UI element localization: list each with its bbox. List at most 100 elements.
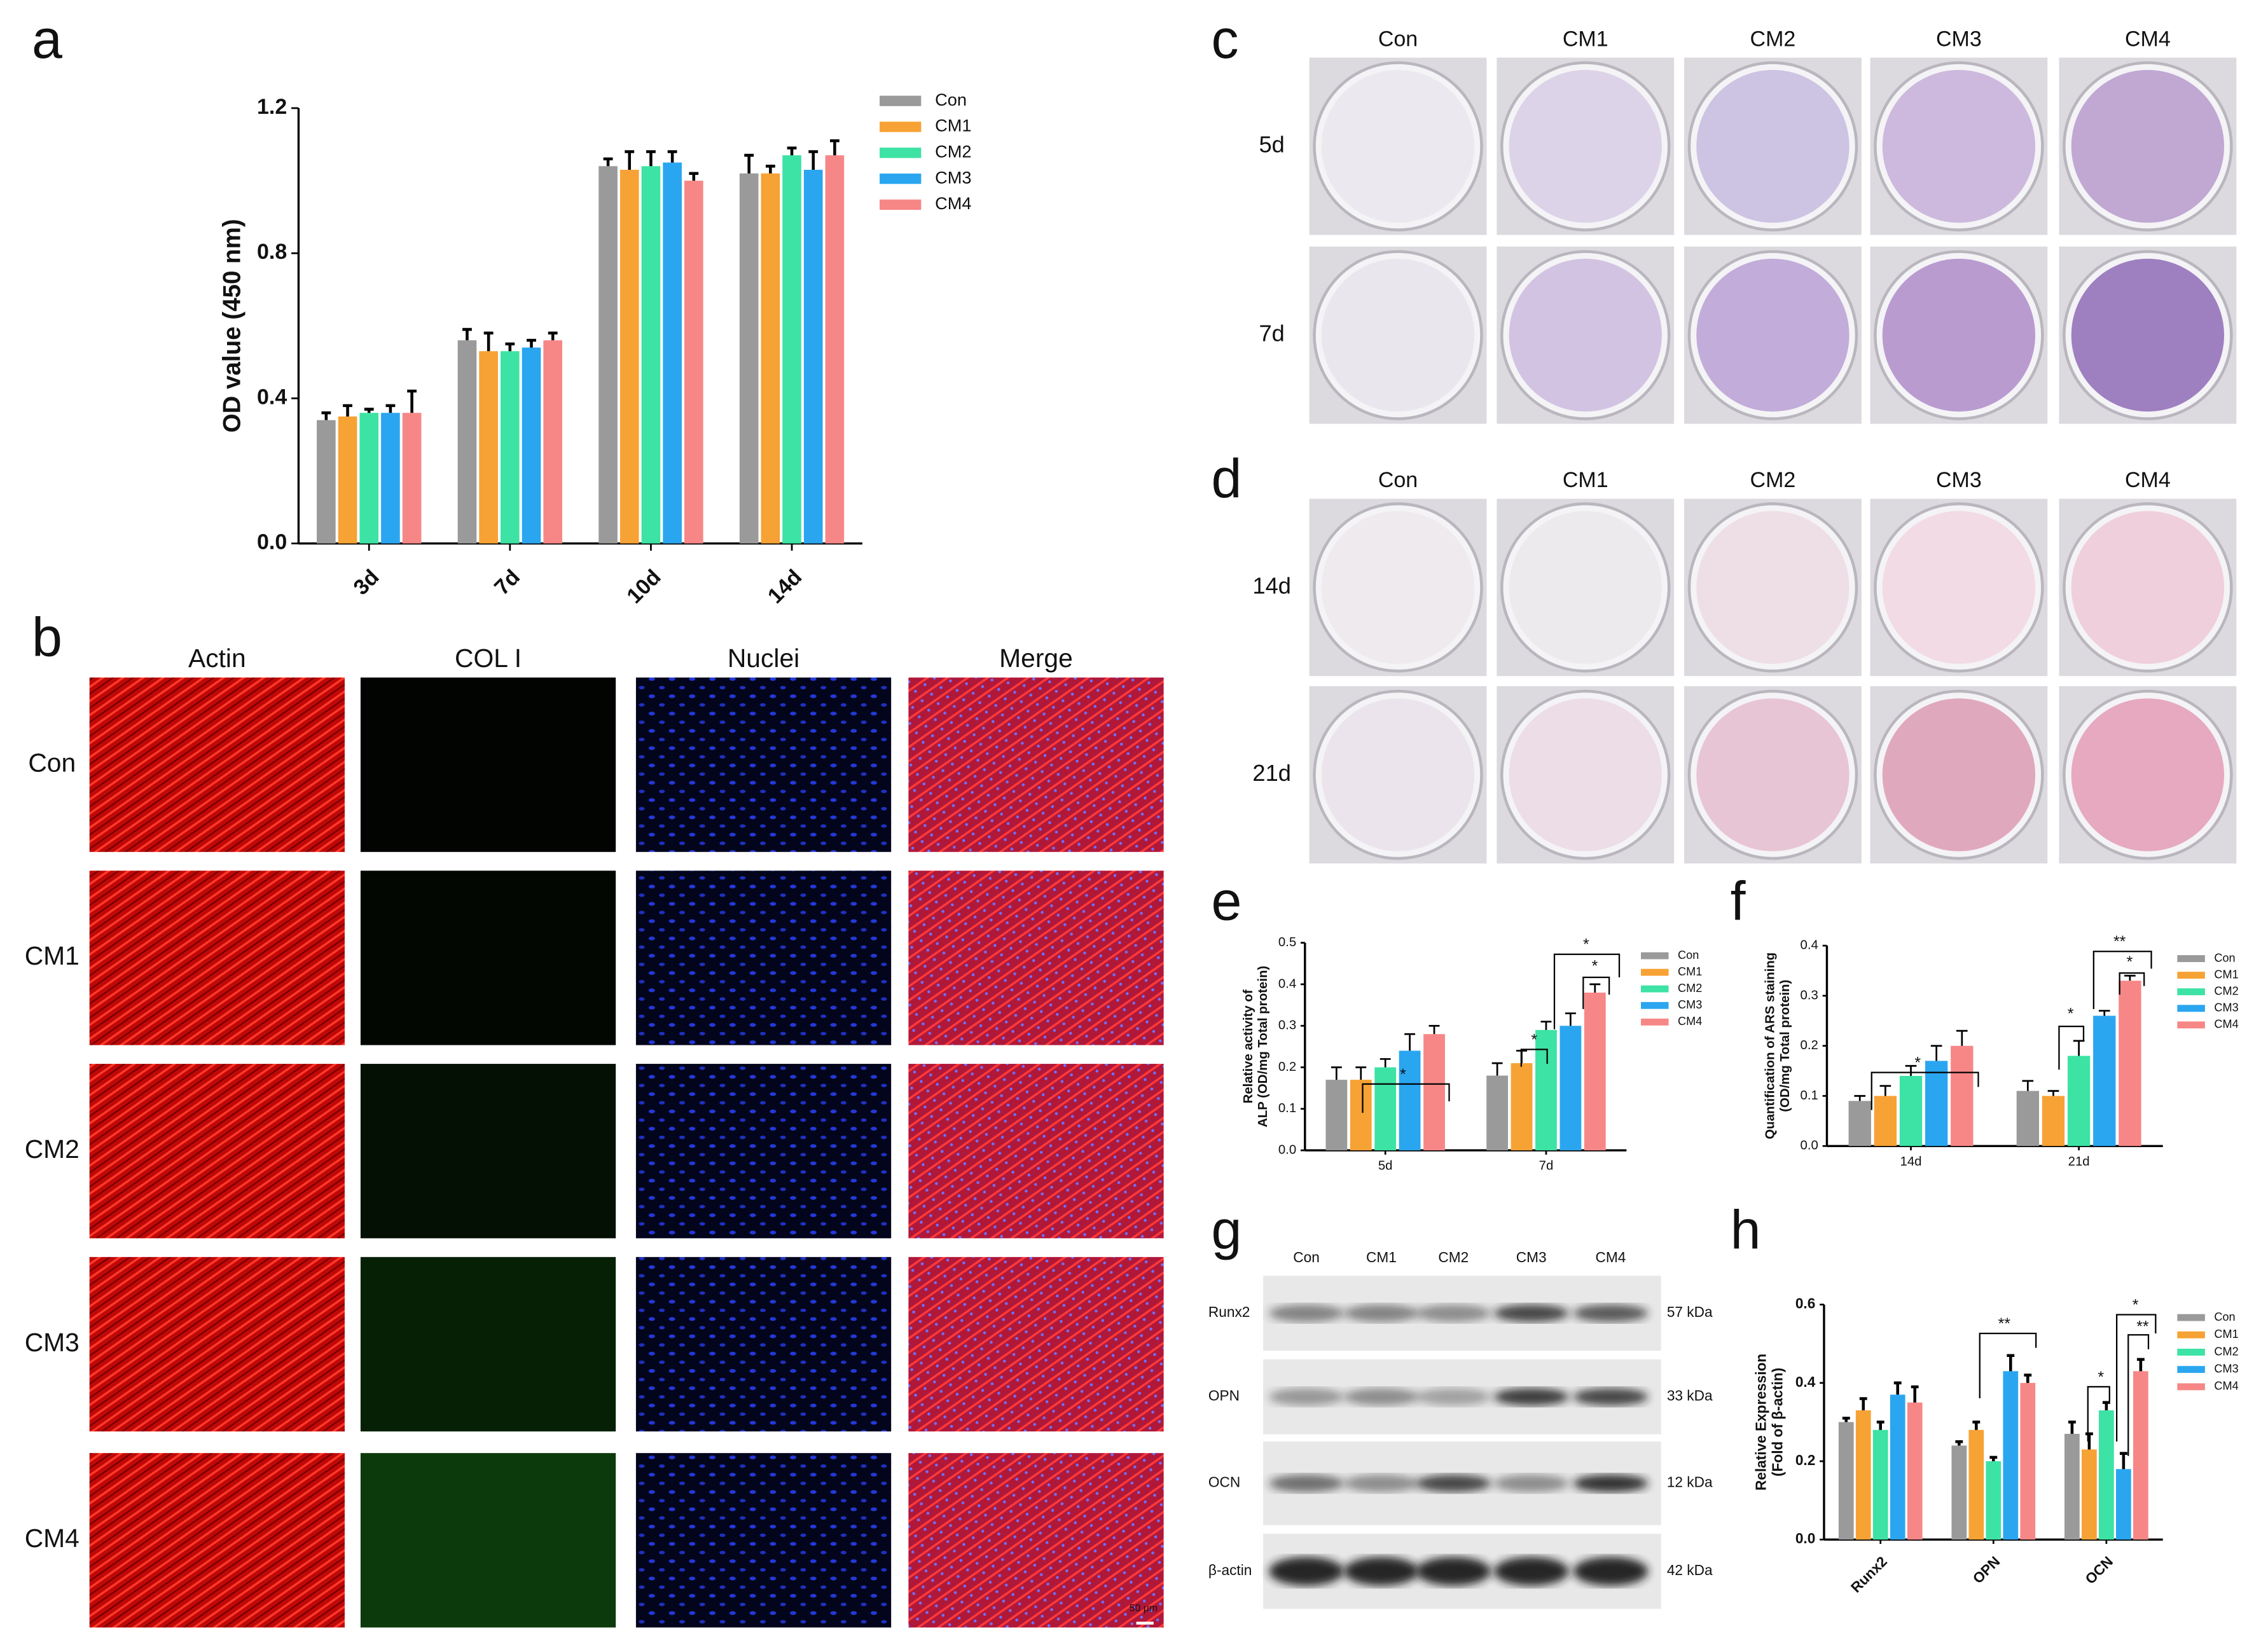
row-label: 7d (1259, 320, 1284, 347)
panel-letter: f (1731, 871, 1746, 932)
legend-swatch (2177, 1331, 2205, 1339)
blot-band (1573, 1557, 1649, 1586)
error-bar (1331, 1066, 1342, 1080)
micrograph (360, 1256, 616, 1432)
significance-mark: * (1583, 936, 1589, 954)
error-bar (646, 150, 656, 167)
bar (1951, 1445, 1967, 1540)
error-bar (2085, 1432, 2093, 1450)
panel-letter: c (1211, 9, 1238, 70)
legend-label: CM2 (2214, 1345, 2238, 1358)
blot-band (1269, 1388, 1345, 1406)
error-bar (1540, 1021, 1552, 1030)
significance-bracket (2116, 1314, 2157, 1442)
blot-band (1573, 1388, 1649, 1406)
x-tick-label: 7d (490, 565, 525, 600)
legend-swatch (2177, 1383, 2205, 1391)
error-bar (2119, 1452, 2127, 1470)
y-tick-label: 0.2 (1278, 1060, 1296, 1074)
y-tick-label: 0.4 (1795, 1373, 1816, 1390)
error-bar (1355, 1066, 1367, 1080)
error-bar (2098, 1010, 2110, 1016)
error-bar (1854, 1095, 1866, 1101)
size-label: 12 kDa (1667, 1474, 1713, 1490)
significance-bracket (2058, 1025, 2085, 1070)
error-bar (343, 404, 352, 416)
micrograph (89, 1064, 345, 1239)
panel-letter: h (1731, 1199, 1761, 1260)
blot-band (1269, 1475, 1345, 1492)
y-tick-label: 0.6 (1795, 1295, 1816, 1312)
bar (1848, 1101, 1871, 1146)
x-tick-label: 10d (622, 565, 665, 608)
y-tick-label: 0.4 (257, 385, 287, 409)
significance-bracket (1553, 953, 1621, 1029)
scale-bar-label: 50 μm (1130, 1603, 1158, 1614)
significance-bracket (2092, 951, 2152, 1009)
column-header: CM2 (1750, 468, 1796, 492)
error-bar (744, 153, 754, 174)
row-label: 14d (1252, 572, 1291, 598)
legend-swatch (1641, 1002, 1669, 1009)
y-tick-label: 0.0 (257, 530, 287, 554)
bar (1890, 1394, 1905, 1540)
y-tick-label: 0.3 (1801, 988, 1818, 1002)
significance-bracket (1520, 1049, 1548, 1067)
column-header: Con (1378, 468, 1418, 492)
y-tick-label: 0.0 (1795, 1530, 1816, 1546)
blot-band (1416, 1304, 1491, 1322)
blot-band (1269, 1557, 1345, 1586)
bar (1325, 1080, 1348, 1151)
legend-label: CM2 (1678, 982, 1702, 995)
x-tick-label: 7d (1539, 1159, 1554, 1173)
bar (1986, 1461, 2002, 1540)
significance-bracket (1362, 1083, 1450, 1113)
bar (317, 420, 336, 544)
column-header: CM2 (1750, 27, 1796, 51)
significance-mark: ** (1998, 1315, 2011, 1333)
significance-mark: ** (2136, 1318, 2149, 1335)
row-label: OPN (1208, 1387, 1240, 1404)
well (2071, 258, 2225, 412)
chart: f 0.0 0.1 0.2 0.3 0.4 Quantification of ARS st… (1731, 871, 2239, 1168)
y-tick-label: 0.4 (1278, 977, 1296, 991)
error-bar (483, 331, 494, 352)
legend-label: Con (2214, 1311, 2235, 1323)
chart: h 0.0 0.2 0.4 0.6 Relative Expression (Fold of… (1731, 1199, 2239, 1595)
bar (1872, 1429, 1888, 1540)
micrograph (635, 1256, 892, 1432)
significance-mark: ** (2113, 933, 2126, 951)
column-header: CM4 (1595, 1249, 1626, 1265)
error-bar (1491, 1062, 1503, 1076)
error-bar (1428, 1024, 1440, 1035)
blot-band (1573, 1304, 1649, 1322)
y-tick-label: 0.2 (1801, 1038, 1818, 1052)
bar (2067, 1056, 2091, 1146)
legend-label: CM4 (2214, 1380, 2238, 1393)
bar (1511, 1063, 1533, 1151)
bar (1925, 1061, 1948, 1146)
bar (2119, 981, 2141, 1146)
error-bar (407, 389, 417, 413)
well (1321, 258, 1475, 412)
legend-swatch (880, 199, 922, 210)
bar (1899, 1075, 1923, 1146)
y-tick-label: 0.0 (1801, 1139, 1818, 1153)
well (2071, 69, 2225, 223)
panel-letter: d (1211, 448, 1241, 509)
row-label: OCN (1208, 1474, 1240, 1490)
legend-swatch (2177, 1314, 2205, 1321)
well (1882, 69, 2036, 223)
bar (501, 351, 520, 544)
chart: e 0.0 0.1 0.2 0.3 0.4 0.5 Relative activity of A… (1211, 871, 1702, 1173)
bar (598, 166, 618, 544)
significance-mark: * (1531, 1031, 1537, 1049)
legend-label: CM1 (935, 116, 971, 135)
y-axis-title: Relative Expression (1752, 1354, 1769, 1490)
legend-swatch (1641, 1018, 1669, 1026)
y-axis-title: OD value (450 nm) (219, 219, 246, 432)
blot-band (1416, 1388, 1491, 1406)
column-header: Con (1293, 1249, 1320, 1265)
micrograph (360, 871, 616, 1045)
error-bar (1893, 1381, 1902, 1395)
